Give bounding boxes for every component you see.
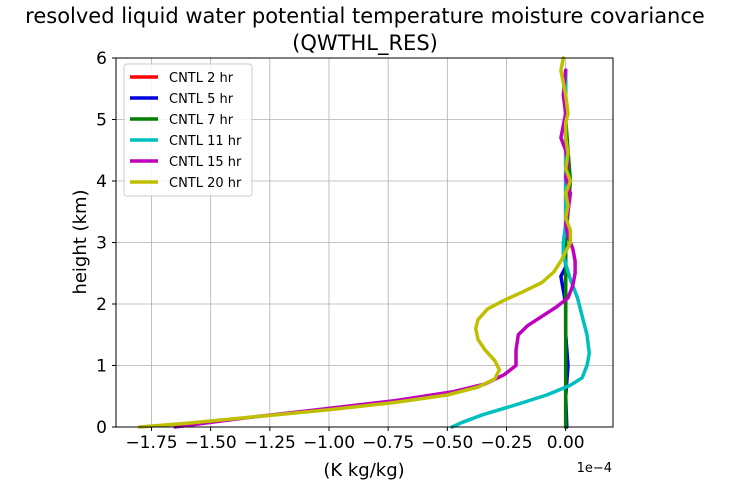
series-line-6 bbox=[137, 56, 573, 429]
legend-label: CNTL 11 hr bbox=[169, 134, 242, 149]
legend-label: CNTL 2 hr bbox=[169, 71, 234, 86]
x-tick-label: −0.50 bbox=[421, 433, 473, 453]
x-tick-label: −1.75 bbox=[125, 433, 177, 453]
y-tick-label: 0 bbox=[96, 418, 107, 438]
legend-label: CNTL 7 hr bbox=[169, 113, 234, 128]
x-axis-label: (K kg/kg) bbox=[323, 460, 404, 481]
y-tick-label: 2 bbox=[96, 295, 107, 315]
x-tick-label: −0.25 bbox=[480, 433, 532, 453]
legend-label: CNTL 20 hr bbox=[169, 176, 242, 191]
x-axis-offset: 1e−4 bbox=[577, 461, 612, 476]
x-tick-label: −1.50 bbox=[185, 433, 237, 453]
x-axis: −1.75 −1.50 −1.25 −1.00 −0.75 −0.50 −0.25 0.00 bbox=[125, 427, 585, 453]
x-tick-label: −1.00 bbox=[303, 433, 355, 453]
legend-label: CNTL 5 hr bbox=[169, 92, 234, 107]
y-axis-label: height (km) bbox=[70, 189, 91, 294]
y-tick-label: 6 bbox=[96, 49, 107, 69]
y-tick-label: 3 bbox=[96, 234, 107, 254]
y-tick-label: 4 bbox=[96, 172, 107, 192]
y-axis: 0 1 2 3 4 5 6 bbox=[96, 49, 116, 438]
y-tick-label: 5 bbox=[96, 111, 107, 131]
y-tick-label: 1 bbox=[96, 357, 107, 377]
legend: CNTL 2 hr CNTL 5 hr CNTL 7 hr CNTL 11 hr CNT… bbox=[123, 63, 253, 197]
grid bbox=[116, 57, 613, 428]
series-lines bbox=[137, 56, 592, 429]
x-tick-label: 0.00 bbox=[547, 433, 585, 453]
x-tick-label: −1.25 bbox=[244, 433, 296, 453]
chart-title-line2: (QWTHL_RES) bbox=[292, 31, 438, 56]
x-tick-label: −0.75 bbox=[362, 433, 414, 453]
chart-title-line1: resolved liquid water potential temperat… bbox=[25, 4, 705, 28]
legend-label: CNTL 15 hr bbox=[169, 155, 242, 170]
